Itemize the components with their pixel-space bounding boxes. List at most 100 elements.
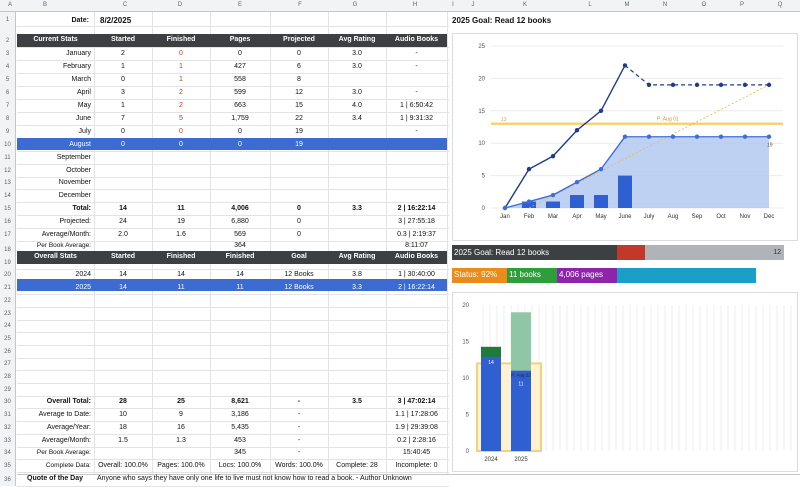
current-avg-month-cell[interactable]: 0 [297, 231, 301, 239]
current-row-cell[interactable]: 3.0 [352, 62, 362, 70]
current-row-cell[interactable]: 22 [295, 114, 303, 122]
current-row-cell[interactable] [386, 152, 447, 164]
current-row-cell[interactable] [94, 190, 152, 202]
overall-avg-month-cell[interactable]: 1.3 [176, 436, 186, 444]
overall-avg-year-cell[interactable]: 5,435 [231, 423, 249, 431]
current-row-cell[interactable]: - [415, 49, 418, 57]
current-row-cell[interactable]: 1 [121, 62, 125, 70]
selected-row-august[interactable] [17, 138, 447, 150]
current-row-cell[interactable] [386, 190, 447, 202]
row-header[interactable]: 23 [0, 307, 16, 320]
overall-avg-year-cell[interactable]: Average/Year: [47, 423, 91, 431]
current-total-cell[interactable]: 4,006 [231, 205, 249, 213]
current-row-cell[interactable]: 0 [297, 49, 301, 57]
row-header[interactable]: 12 [0, 164, 16, 177]
row-header[interactable]: 27 [0, 358, 16, 371]
current-row-cell[interactable]: 2 [179, 101, 183, 109]
current-row-cell[interactable] [386, 139, 447, 151]
overall-avg-year-cell[interactable] [328, 422, 386, 434]
current-row-cell[interactable] [210, 177, 270, 189]
current-row-cell[interactable] [152, 177, 210, 189]
current-row-cell[interactable] [270, 152, 328, 164]
current-row-cell[interactable]: 0 [238, 127, 242, 135]
overall-avg-month-cell[interactable]: 1.5 [118, 436, 128, 444]
date-value[interactable]: 8/2/2025 [100, 16, 132, 25]
row-header[interactable]: 8 [0, 112, 16, 125]
current-row-cell[interactable]: January [66, 49, 91, 57]
row-header[interactable]: 25 [0, 332, 16, 345]
current-row-cell[interactable]: 427 [234, 62, 246, 70]
current-row-cell[interactable]: August [69, 140, 91, 148]
current-row-cell[interactable]: 599 [234, 88, 246, 96]
row-header[interactable]: 21 [0, 282, 16, 295]
current-row-cell[interactable] [328, 74, 386, 86]
current-row-cell[interactable]: 0 [238, 49, 242, 57]
current-row-cell[interactable] [210, 152, 270, 164]
overall-row-cell[interactable]: 11 [177, 284, 185, 292]
current-row-cell[interactable] [270, 165, 328, 177]
current-row-cell[interactable] [328, 177, 386, 189]
overall-avg-date-cell[interactable]: 10 [119, 411, 127, 419]
row-header[interactable]: 18 [0, 244, 16, 256]
overall-row-cell[interactable]: 14 [119, 271, 127, 279]
current-row-cell[interactable]: 0 [121, 127, 125, 135]
overall-row-cell[interactable]: 11 [236, 284, 244, 292]
current-row-cell[interactable]: 8 [297, 75, 301, 83]
current-row-cell[interactable]: 6 [297, 62, 301, 70]
row-header[interactable]: 7 [0, 99, 16, 112]
current-projected-cell[interactable] [328, 216, 386, 228]
current-row-cell[interactable]: December [58, 192, 91, 200]
current-row-cell[interactable] [386, 177, 447, 189]
row-header[interactable]: 33 [0, 434, 16, 447]
current-row-cell[interactable]: October [66, 166, 91, 174]
overall-total-cell[interactable]: 3.5 [352, 398, 362, 406]
current-row-cell[interactable]: September [56, 153, 91, 161]
current-row-cell[interactable]: 4.0 [352, 101, 362, 109]
overall-avg-month-cell[interactable]: 0.2 | 2:28:16 [397, 436, 436, 444]
col-f[interactable]: F [298, 2, 302, 8]
selected-row-2025[interactable] [17, 279, 447, 291]
current-total-cell[interactable]: 11 [177, 205, 185, 213]
current-total-cell[interactable]: Total: [72, 205, 91, 213]
overall-avg-month-cell[interactable]: 453 [234, 436, 246, 444]
current-per-book-cell[interactable]: Per Book Average: [36, 242, 91, 249]
row-header[interactable]: 3 [0, 47, 16, 60]
current-row-cell[interactable]: 3 [121, 88, 125, 96]
row-header[interactable]: 2 [0, 35, 16, 47]
current-row-cell[interactable] [94, 152, 152, 164]
current-row-cell[interactable]: 1 [179, 62, 183, 70]
current-row-cell[interactable]: 1 | 6:50:42 [400, 101, 433, 109]
overall-avg-date-cell[interactable]: Average to Date: [38, 411, 91, 419]
col-n[interactable]: N [662, 2, 668, 8]
current-projected-cell[interactable]: 3 | 27:55:18 [398, 218, 435, 226]
col-m[interactable]: M [624, 2, 630, 8]
overall-avg-date-cell[interactable]: 1.1 | 17:28:06 [395, 411, 438, 419]
current-row-cell[interactable]: 1 [179, 75, 183, 83]
overall-row-cell[interactable]: 1 | 30:40:00 [398, 271, 435, 279]
current-projected-cell[interactable]: 6,880 [231, 218, 249, 226]
current-per-book-cell[interactable]: 364 [234, 242, 246, 249]
overall-avg-date-cell[interactable]: 3,186 [231, 411, 249, 419]
overall-avg-month-cell[interactable]: - [297, 436, 301, 444]
row-header[interactable]: 26 [0, 345, 16, 358]
current-row-cell[interactable]: - [415, 127, 418, 135]
current-row-cell[interactable] [210, 165, 270, 177]
current-row-cell[interactable] [328, 139, 386, 151]
overall-avg-year-cell[interactable]: 18 [119, 423, 127, 431]
current-row-cell[interactable]: March [71, 75, 91, 83]
current-row-cell[interactable]: June [75, 114, 91, 122]
current-row-cell[interactable] [152, 190, 210, 202]
col-e[interactable]: E [237, 2, 242, 8]
overall-row-cell[interactable]: 12 Books [284, 284, 314, 292]
col-g[interactable]: G [352, 2, 358, 8]
current-row-cell[interactable] [386, 74, 447, 86]
current-row-cell[interactable] [94, 177, 152, 189]
row-header[interactable]: 16 [0, 216, 16, 229]
overall-row-cell[interactable]: 14 [177, 271, 185, 279]
overall-avg-year-cell[interactable]: 1.9 | 29:39:08 [395, 423, 438, 431]
current-row-cell[interactable]: 558 [234, 75, 246, 83]
row-header[interactable]: 1 [0, 14, 16, 26]
overall-complete-cell[interactable]: Locs: 100.0% [218, 461, 262, 469]
current-row-cell[interactable] [328, 152, 386, 164]
current-row-cell[interactable]: 12 [295, 88, 303, 96]
